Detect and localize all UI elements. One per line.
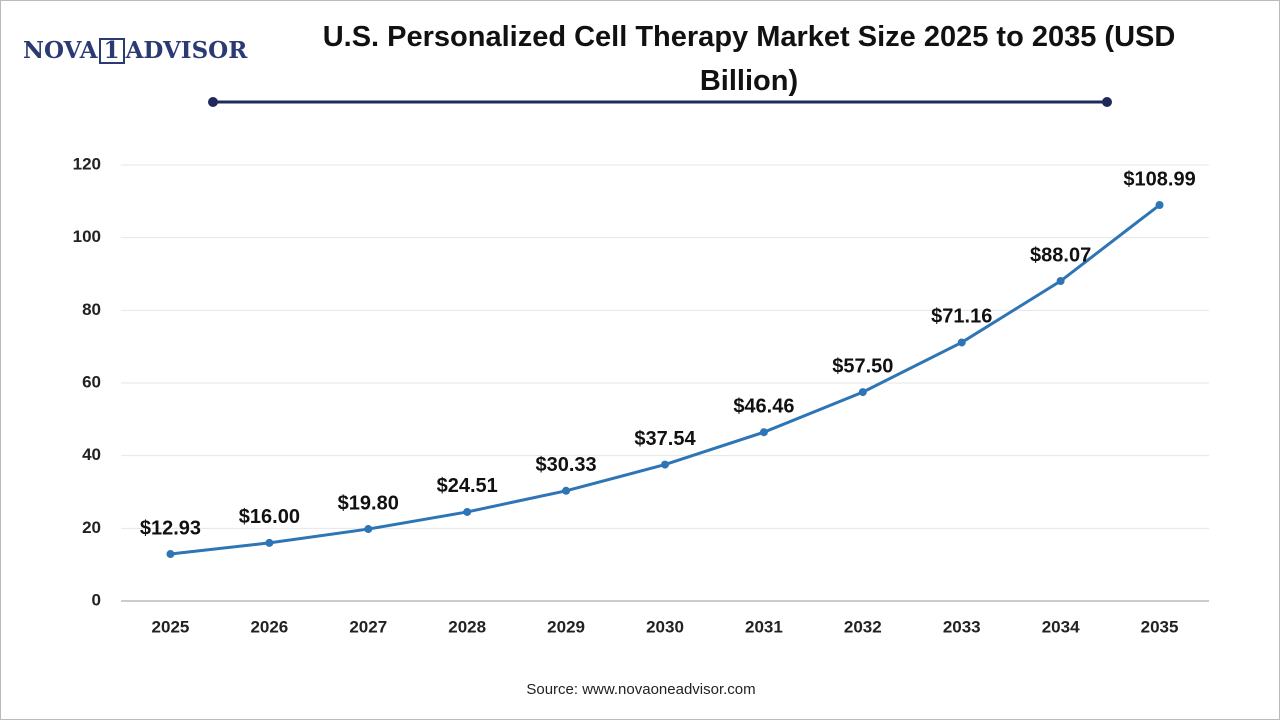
line xyxy=(170,203,1161,556)
x-tick-label: 2028 xyxy=(448,617,486,636)
logo-text: ADVISOR xyxy=(125,37,248,64)
logo: NOVA 1 ADVISOR xyxy=(23,37,247,64)
y-tick-label: 100 xyxy=(73,227,101,246)
point xyxy=(957,338,966,347)
point xyxy=(364,525,373,534)
data-label: $108.99 xyxy=(1123,168,1195,190)
y-tick-label: 60 xyxy=(82,372,101,391)
data-label: $37.54 xyxy=(634,428,696,450)
point xyxy=(661,460,669,469)
y-tick-label: 80 xyxy=(82,300,101,319)
x-tick-label: 2035 xyxy=(1141,617,1179,636)
data-label: $24.51 xyxy=(437,475,498,497)
logo-text: NOVA xyxy=(23,37,98,64)
data-label: $19.80 xyxy=(338,492,399,514)
point xyxy=(166,550,175,559)
source: Source: www.novaoneadvisor.com xyxy=(526,681,755,698)
x-tick-label: 2033 xyxy=(943,617,981,636)
x-tick-label: 2031 xyxy=(745,617,783,636)
point xyxy=(1056,277,1065,286)
logo-mark: 1 xyxy=(98,38,125,64)
data-label: $12.93 xyxy=(140,517,201,539)
data-label: $57.50 xyxy=(832,355,893,377)
data-label: $16.00 xyxy=(239,506,300,528)
data-label: $30.33 xyxy=(536,454,597,476)
x-tick-label: 2032 xyxy=(844,617,882,636)
y-tick-label: 0 xyxy=(92,590,101,609)
chart-title: U.S. Personalized Cell Therapy Market Si… xyxy=(322,21,1176,97)
x-tick-label: 2027 xyxy=(349,617,387,636)
point xyxy=(1155,201,1164,210)
x-tick-label: 2026 xyxy=(250,617,288,636)
data-label: $46.46 xyxy=(733,395,794,417)
x-tick-label: 2025 xyxy=(152,617,190,636)
point xyxy=(463,507,472,516)
point xyxy=(562,486,571,495)
rule-end xyxy=(208,97,218,107)
rule-end xyxy=(1102,97,1112,107)
x-tick-label: 2030 xyxy=(646,617,684,636)
y-tick-label: 120 xyxy=(73,154,101,173)
point xyxy=(265,538,274,547)
point xyxy=(858,388,867,397)
y-tick-label: 20 xyxy=(82,518,101,537)
data-label: $88.07 xyxy=(1030,244,1091,266)
x-tick-label: 2029 xyxy=(547,617,585,636)
point xyxy=(759,428,768,437)
data-label: $71.16 xyxy=(931,306,992,328)
x-tick-label: 2034 xyxy=(1042,617,1080,636)
y-tick-label: 40 xyxy=(82,445,101,464)
